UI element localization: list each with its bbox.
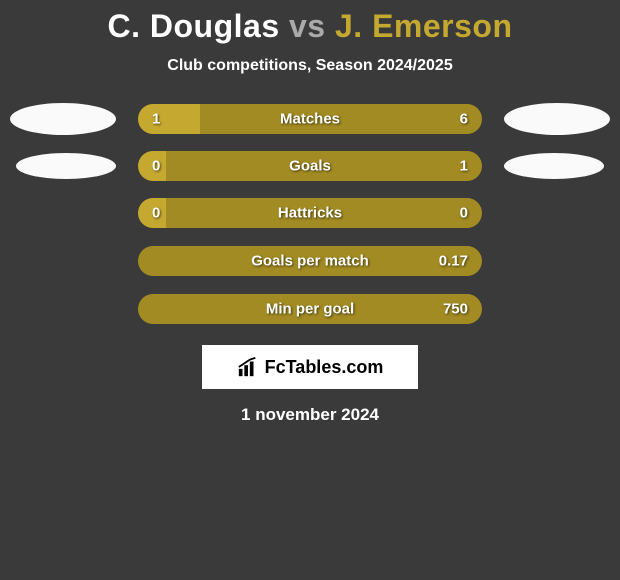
- stat-row: 1 Matches 6: [0, 103, 620, 135]
- stat-label: Hattricks: [278, 205, 342, 222]
- stat-bar: 1 Matches 6: [138, 104, 482, 134]
- title-vs: vs: [289, 8, 326, 44]
- stat-label: Goals: [289, 158, 331, 175]
- player1-photo: [10, 103, 116, 135]
- comparison-card: C. Douglas vs J. Emerson Club competitio…: [0, 0, 620, 425]
- player2-photo: [504, 153, 604, 179]
- stat-label: Goals per match: [251, 253, 369, 270]
- stat-row: Min per goal 750: [0, 293, 620, 325]
- stat-value-left: 1: [152, 111, 160, 128]
- photo-spacer: [10, 293, 116, 325]
- player1-photo: [16, 153, 116, 179]
- stat-row: Goals per match 0.17: [0, 245, 620, 277]
- stat-label: Matches: [280, 111, 340, 128]
- photo-spacer: [10, 245, 116, 277]
- player2-name: J. Emerson: [335, 8, 513, 44]
- stat-bar: 0 Goals 1: [138, 151, 482, 181]
- stat-bar-fill: [138, 104, 200, 134]
- date-text: 1 november 2024: [0, 405, 620, 425]
- photo-spacer: [504, 293, 610, 325]
- subtitle: Club competitions, Season 2024/2025: [0, 57, 620, 75]
- stat-bar: 0 Hattricks 0: [138, 198, 482, 228]
- page-title: C. Douglas vs J. Emerson: [0, 8, 620, 45]
- stat-value-left: 0: [152, 205, 160, 222]
- stat-value-right: 0.17: [439, 253, 468, 270]
- photo-spacer: [504, 197, 610, 229]
- stat-row: 0 Hattricks 0: [0, 197, 620, 229]
- stat-bar: Min per goal 750: [138, 294, 482, 324]
- photo-spacer: [10, 197, 116, 229]
- player2-photo: [504, 103, 610, 135]
- stat-row: 0 Goals 1: [0, 151, 620, 181]
- stat-value-right: 0: [460, 205, 468, 222]
- brand-text: FcTables.com: [265, 357, 384, 378]
- stat-value-right: 1: [460, 158, 468, 175]
- stat-value-left: 0: [152, 158, 160, 175]
- stat-rows: 1 Matches 6 0 Goals 1 0 Hattricks 0 Goals per mat…: [0, 103, 620, 325]
- stat-bar: Goals per match 0.17: [138, 246, 482, 276]
- stat-label: Min per goal: [266, 301, 354, 318]
- stat-value-right: 750: [443, 301, 468, 318]
- chart-icon: [237, 356, 259, 378]
- photo-spacer: [504, 245, 610, 277]
- stat-value-right: 6: [460, 111, 468, 128]
- player1-name: C. Douglas: [107, 8, 279, 44]
- brand-box: FcTables.com: [202, 345, 418, 389]
